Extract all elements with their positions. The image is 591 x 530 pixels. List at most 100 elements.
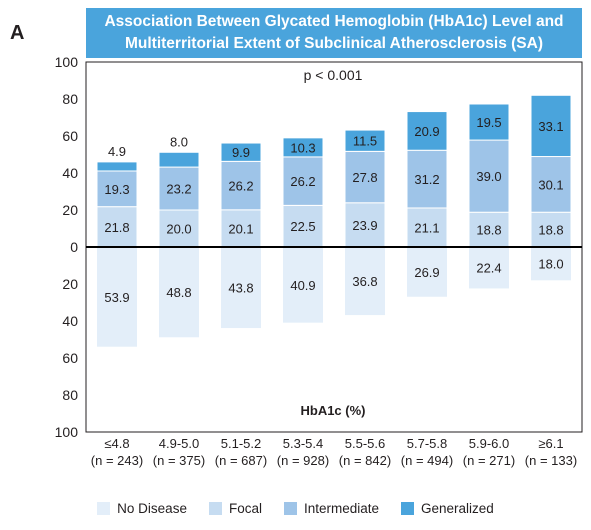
x-tick-sample-size: (n = 133): [525, 453, 577, 468]
bar-focal: [344, 202, 386, 248]
data-label-no-disease: 43.8: [228, 281, 253, 296]
x-tick-sample-size: (n = 928): [277, 453, 329, 468]
x-tick-sample-size: (n = 375): [153, 453, 205, 468]
x-tick-sample-size: (n = 687): [215, 453, 267, 468]
x-tick-label: 5.5-5.6: [345, 436, 385, 451]
bar-focal: [158, 209, 200, 248]
data-label-no-disease: 18.0: [538, 257, 563, 272]
x-tick-label: ≥6.1: [538, 436, 563, 451]
bar-generalized: [282, 137, 324, 158]
data-label-intermediate: 26.2: [228, 179, 253, 194]
bar-generalized: [220, 142, 262, 162]
x-tick-sample-size: (n = 243): [91, 453, 143, 468]
bar-no-disease: [283, 247, 323, 323]
data-label-intermediate: 31.2: [414, 172, 439, 187]
bar-no-disease: [97, 247, 137, 347]
x-tick-sample-size: (n = 271): [463, 453, 515, 468]
data-label-intermediate: 19.3: [104, 182, 129, 197]
x-tick-label: 5.9-6.0: [469, 436, 509, 451]
bar-no-disease: [407, 247, 447, 297]
bar-generalized: [158, 151, 200, 168]
data-label-no-disease: 48.8: [166, 285, 191, 300]
bar-no-disease: [221, 247, 261, 329]
y-axis: 100 80 60 40 20 0 20 40 60 80 100: [55, 54, 79, 440]
p-value-annotation: p < 0.001: [304, 67, 363, 83]
legend-swatch: [401, 501, 415, 515]
data-label-no-disease: 53.9: [104, 290, 129, 305]
bar-intermediate: [158, 166, 200, 211]
bar-intermediate: [220, 160, 262, 211]
bar-intermediate: [468, 139, 510, 213]
y-tick-label: 20: [62, 276, 78, 292]
data-label-no-disease: 36.8: [352, 274, 377, 289]
data-label-generalized: 4.9: [108, 144, 126, 159]
bar-no-disease: [531, 247, 571, 281]
bar-generalized: [344, 129, 386, 152]
data-label-generalized: 33.1: [538, 119, 563, 134]
bar-generalized: [96, 161, 138, 172]
legend-swatch: [283, 501, 297, 515]
x-axis-title: HbA1c (%): [300, 403, 365, 418]
y-tick-label: 40: [62, 165, 78, 181]
bar-focal: [530, 211, 572, 248]
bar-intermediate: [406, 149, 448, 209]
y-tick-label: 60: [62, 350, 78, 366]
bar-focal: [220, 209, 262, 248]
bar-no-disease: [159, 247, 199, 338]
bar-generalized: [406, 111, 448, 151]
y-tick-label: 100: [55, 54, 79, 70]
x-tick-sample-size: (n = 494): [401, 453, 453, 468]
data-label-intermediate: 30.1: [538, 177, 563, 192]
bars-layer: 53.9 21.8 19.3 4.9 48.8 20.0 23.2 8.0 43.8 20.1 26…: [96, 94, 572, 347]
data-label-generalized: 19.5: [476, 115, 501, 130]
bar-focal: [468, 211, 510, 248]
legend-label: Focal: [228, 500, 262, 516]
x-tick-label: 5.3-5.4: [283, 436, 323, 451]
legend-swatch: [97, 501, 111, 515]
data-label-focal: 21.8: [104, 220, 129, 235]
bar-generalized: [530, 94, 572, 158]
bar-focal: [282, 204, 324, 248]
bar-intermediate: [96, 170, 138, 208]
legend-item: No Disease: [97, 501, 187, 516]
legend-item: Generalized: [401, 501, 494, 516]
legend-label: Generalized: [421, 500, 494, 516]
data-label-focal: 20.0: [166, 222, 191, 237]
data-label-generalized: 10.3: [290, 140, 315, 155]
data-label-no-disease: 22.4: [476, 261, 501, 276]
data-label-generalized: 20.9: [414, 124, 439, 139]
y-tick-label: 80: [62, 91, 78, 107]
bar-intermediate: [530, 156, 572, 213]
y-tick-label: 40: [62, 313, 78, 329]
chart-title-box: Association Between Glycated Hemoglobin …: [86, 8, 582, 58]
data-label-no-disease: 40.9: [290, 278, 315, 293]
data-label-focal: 21.1: [414, 220, 439, 235]
bar-no-disease: [345, 247, 385, 316]
panel-label: A: [10, 22, 25, 44]
data-label-generalized: 9.9: [232, 145, 250, 160]
bar-intermediate: [344, 150, 386, 204]
legend-item: Intermediate: [283, 500, 380, 516]
data-label-intermediate: 27.8: [352, 170, 377, 185]
data-label-generalized: 11.5: [353, 134, 377, 149]
data-label-focal: 20.1: [228, 221, 253, 236]
data-label-focal: 22.5: [290, 219, 315, 234]
legend-swatch: [208, 501, 222, 515]
chart-title-line-2: Multiterritorial Extent of Subclinical A…: [124, 35, 543, 52]
data-label-focal: 18.8: [476, 223, 501, 238]
y-tick-label: 60: [62, 128, 78, 144]
y-tick-label: 0: [70, 239, 78, 255]
legend-label: Intermediate: [303, 500, 380, 516]
x-tick-label: 5.1-5.2: [221, 436, 261, 451]
x-axis: ≤4.8 (n = 243) 4.9-5.0 (n = 375) 5.1-5.2 (n =…: [91, 436, 577, 468]
data-label-focal: 23.9: [352, 218, 377, 233]
data-label-intermediate: 26.2: [290, 174, 315, 189]
x-tick-label: ≤4.8: [104, 436, 129, 451]
y-tick-label: 80: [62, 387, 78, 403]
x-tick-sample-size: (n = 842): [339, 453, 391, 468]
data-label-no-disease: 26.9: [414, 265, 439, 280]
chart-title-line-1: Association Between Glycated Hemoglobin …: [104, 13, 564, 30]
data-label-focal: 18.8: [538, 223, 563, 238]
